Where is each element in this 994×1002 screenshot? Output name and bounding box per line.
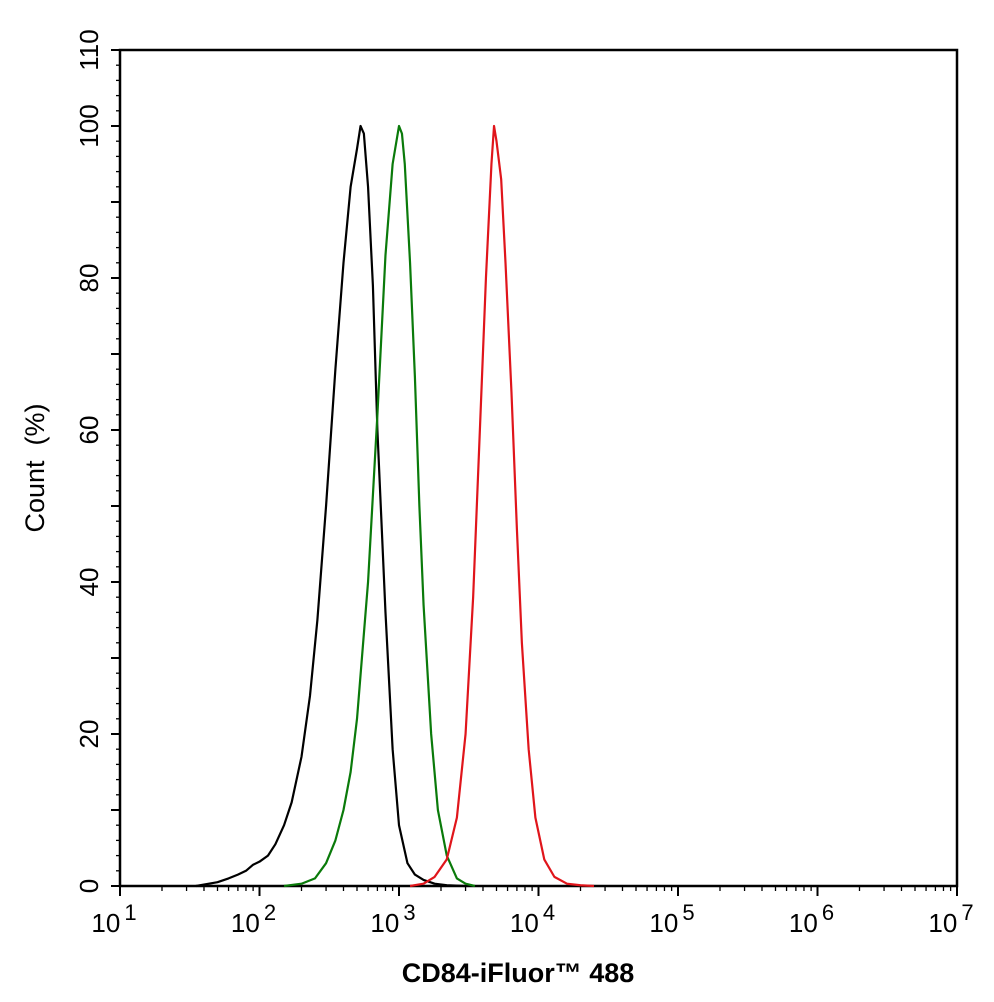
x-tick-label: 10 7: [928, 900, 973, 938]
y-tick-label: 40: [74, 568, 104, 597]
x-tick-label: 10 4: [510, 900, 555, 938]
x-tick-label: 10 3: [370, 900, 415, 938]
series-line-2: [283, 124, 476, 888]
y-tick-label: 0: [74, 879, 104, 893]
x-tick-labels: 10 1 10 2 10 3 10 4 10 5 10 6 10 7: [91, 900, 973, 938]
x-tick-label: 10 1: [91, 900, 136, 938]
x-tick-label: 10 6: [789, 900, 834, 938]
plot-frame: [118, 48, 959, 888]
y-tick-label: 60: [74, 416, 104, 445]
series-line-3: [409, 124, 595, 888]
series-layer: [195, 124, 595, 888]
x-tick-label: 10 5: [649, 900, 694, 938]
x-axis-title: CD84-iFluor™ 488: [402, 958, 635, 988]
minor-ticks: [116, 64, 952, 891]
y-tick-label: 80: [74, 264, 104, 293]
series-line-1: [195, 124, 466, 888]
x-tick-label: 10 2: [231, 900, 276, 938]
y-tick-label: 100: [74, 104, 104, 147]
y-axis-title: Count (%): [20, 403, 50, 532]
y-tick-label: 110: [74, 29, 104, 70]
y-tick-label: 20: [74, 720, 104, 749]
y-tick-labels: 0 20 40 60 80 100 110: [74, 29, 104, 893]
major-ticks: [111, 49, 958, 896]
